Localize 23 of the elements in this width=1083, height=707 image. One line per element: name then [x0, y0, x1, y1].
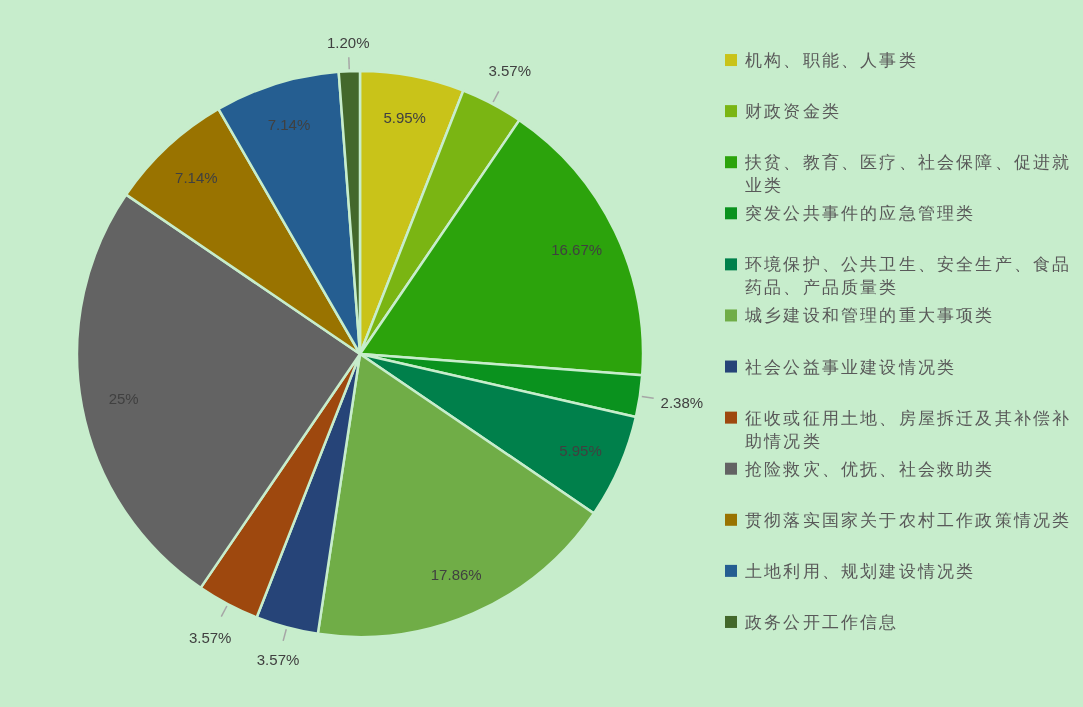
- legend-label: 抢险救灾、优抚、社会救助类: [745, 459, 995, 478]
- data-label: 16.67%: [551, 241, 603, 259]
- legend-label: 政务公开工作信息: [745, 612, 899, 631]
- legend-label: 社会公益事业建设情况类: [745, 357, 957, 376]
- legend-label: 环境保护、公共卫生、安全生产、食品药品、产品质量类: [745, 255, 1072, 297]
- data-label: 3.57%: [188, 629, 232, 647]
- legend-label: 贯彻落实国家关于农村工作政策情况类: [745, 510, 1072, 529]
- data-label: 5.95%: [383, 109, 426, 127]
- legend-label: 土地利用、规划建设情况类: [745, 561, 976, 580]
- legend-label: 突发公共事件的应急管理类: [745, 204, 976, 223]
- legend-label: 机构、职能、人事类: [745, 51, 918, 70]
- data-label: 17.86%: [430, 565, 482, 583]
- data-label: 7.14%: [267, 115, 311, 133]
- data-label: 5.95%: [559, 441, 602, 459]
- legend-label: 征收或征用土地、房屋拆迁及其补偿补助情况类: [745, 408, 1072, 450]
- legend-label: 扶贫、教育、医疗、社会保障、促进就业类: [745, 153, 1072, 195]
- data-label: 7.14%: [175, 169, 218, 187]
- data-label: 1.20%: [326, 33, 370, 51]
- legend-label: 城乡建设和管理的重大事项类: [745, 306, 995, 325]
- data-label: 2.38%: [660, 394, 704, 411]
- data-label: 3.57%: [256, 651, 300, 669]
- legend-label: 财政资金类: [745, 102, 841, 121]
- data-label: 3.57%: [488, 61, 532, 79]
